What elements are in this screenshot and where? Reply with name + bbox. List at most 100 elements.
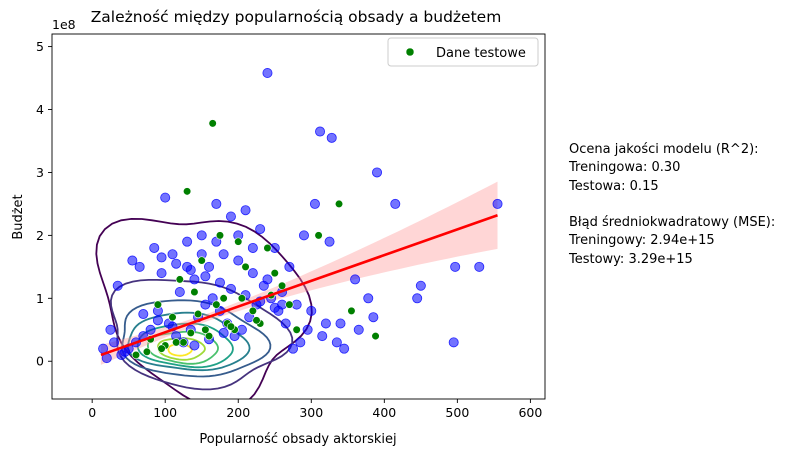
train-point [160, 192, 171, 203]
train-point [372, 167, 383, 178]
density-contour [109, 278, 294, 391]
test-point [153, 300, 163, 309]
y-tick-label: 2 [36, 228, 44, 243]
train-point [218, 327, 229, 338]
train-point [171, 258, 182, 269]
train-point [320, 318, 331, 329]
stats-spacer [569, 196, 797, 214]
train-point [317, 331, 328, 342]
train-point [174, 287, 185, 298]
test-point [157, 344, 166, 353]
test-point [277, 281, 287, 290]
train-point [211, 198, 222, 209]
test-point [270, 269, 279, 278]
train-point [247, 268, 258, 279]
train-point [105, 324, 116, 335]
train-point [368, 312, 379, 323]
train-point [156, 268, 167, 279]
chart-title: Zależność między popularnością obsady a … [91, 8, 502, 26]
test-point [314, 231, 323, 240]
train-point [450, 261, 461, 272]
train-point [415, 280, 426, 291]
train-point [262, 68, 273, 79]
train-point [196, 230, 207, 241]
train-point [331, 337, 342, 348]
train-point [448, 337, 459, 348]
train-point [363, 293, 374, 304]
train-point [145, 324, 156, 335]
test-point [226, 322, 236, 331]
legend-marker-test [405, 47, 415, 57]
train-point [214, 277, 225, 288]
train-point [335, 318, 346, 329]
test-point [190, 287, 199, 297]
test-point [168, 313, 177, 322]
y-tick-label: 4 [36, 102, 44, 117]
plot-area [95, 68, 503, 399]
test-point [186, 328, 195, 338]
train-point [189, 340, 200, 351]
train-point [112, 280, 123, 291]
train-points [98, 68, 503, 364]
test-point [292, 325, 301, 334]
test-point [212, 300, 221, 309]
test-point [248, 306, 257, 315]
x-tick-label: 600 [518, 405, 542, 420]
x-tick-label: 300 [299, 405, 323, 420]
x-axis-label: Popularność obsady aktorskiej [199, 432, 396, 447]
test-point [347, 306, 356, 315]
test-point [219, 294, 228, 303]
train-point [350, 274, 361, 285]
train-point [262, 274, 273, 285]
legend-label-test: Dane testowe [436, 46, 526, 61]
density-contour [127, 311, 251, 372]
test-point [183, 187, 192, 196]
train-point [492, 198, 503, 209]
test-point [208, 119, 217, 128]
x-axis-ticks: 0 100 200 300 400 500 600 [88, 399, 542, 420]
test-point [172, 338, 181, 347]
train-point [298, 230, 309, 241]
test-point [142, 347, 152, 356]
density-contour [95, 217, 313, 399]
train-point [280, 318, 291, 329]
y-tick-label: 3 [36, 165, 44, 180]
train-point [255, 224, 266, 235]
test-point [193, 309, 203, 319]
test-point [252, 316, 261, 325]
train-point [240, 205, 251, 216]
plot-frame [51, 33, 546, 400]
y-tick-label: 5 [36, 39, 44, 54]
train-point [233, 255, 244, 266]
mse-train: Treningowy: 2.94e+15 [569, 233, 715, 249]
train-point [306, 305, 317, 316]
test-point [263, 243, 272, 253]
train-point [152, 315, 163, 326]
train-point [225, 211, 236, 222]
mse-title: Błąd średniokwadratowy (MSE): [569, 215, 776, 231]
legend-box [387, 37, 539, 67]
model-stats: Ocena jakości modelu (R^2): Treningowa: … [569, 141, 797, 269]
train-point [204, 261, 215, 272]
train-point [390, 198, 401, 209]
test-point [197, 256, 206, 265]
test-points [131, 119, 380, 360]
train-point [149, 242, 160, 253]
y-axis-label: Budżet [11, 194, 26, 239]
test-point [215, 231, 225, 240]
test-point [131, 350, 141, 360]
test-point [201, 325, 210, 334]
train-point [109, 337, 120, 348]
train-point [353, 324, 364, 335]
train-point [302, 324, 313, 335]
train-point [247, 242, 258, 253]
regression-line [100, 214, 498, 357]
test-point [179, 338, 188, 347]
train-point [288, 343, 299, 354]
train-point [326, 132, 337, 143]
test-point [285, 300, 294, 309]
r2-title: Ocena jakości modelu (R^2): [569, 142, 759, 157]
train-point [200, 299, 211, 310]
train-point [156, 252, 167, 263]
